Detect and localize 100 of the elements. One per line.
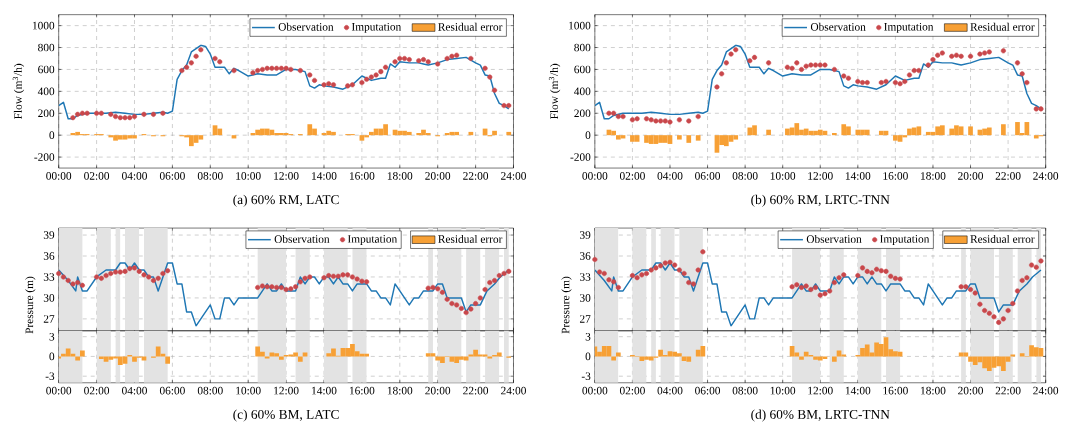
legend-label: Residual error xyxy=(970,234,1035,243)
x-tick-label: 20:00 xyxy=(425,172,451,180)
bar xyxy=(911,127,917,136)
bar xyxy=(378,128,384,136)
bar xyxy=(864,129,870,136)
bar xyxy=(1019,353,1025,357)
bar xyxy=(506,131,512,136)
x-tick-label: 04:00 xyxy=(122,172,147,180)
bar xyxy=(601,345,607,357)
bar xyxy=(425,132,431,136)
y-tick-label: 3 xyxy=(49,332,55,341)
bar xyxy=(695,349,701,357)
x-tick-label: 22:00 xyxy=(463,172,489,180)
bar xyxy=(630,135,635,142)
y-tick-label: 39 xyxy=(580,231,591,239)
y-tick-label: 600 xyxy=(574,65,591,74)
y-axis-title: Flow (m$^{3}$/h) xyxy=(548,63,561,119)
y-tick-label: 400 xyxy=(37,87,55,96)
bar xyxy=(468,131,474,136)
x-tick-label: 02:00 xyxy=(619,172,645,180)
x-tick-label: 14:00 xyxy=(312,386,337,395)
bar xyxy=(878,130,884,136)
x-tick-label: 16:00 xyxy=(883,172,908,180)
bar xyxy=(496,352,502,357)
y-tick-label: 33 xyxy=(43,273,55,281)
y-tick-label: -200 xyxy=(34,153,55,161)
bar xyxy=(65,348,71,357)
bar xyxy=(733,135,739,140)
bar xyxy=(75,131,81,136)
x-tick-label: 06:00 xyxy=(159,386,185,395)
bar xyxy=(686,135,692,143)
bar xyxy=(615,135,621,140)
bar xyxy=(662,135,668,143)
text: (d) 60% BM, LRTC-TNN xyxy=(751,409,890,422)
y-tick-label: 0 xyxy=(585,352,591,361)
bar xyxy=(949,128,955,136)
legend-label: Residual error xyxy=(970,22,1035,31)
y-axis-title: Flow (m$^{3}$/h) xyxy=(12,63,25,119)
x-tick-label: 20:00 xyxy=(958,386,983,395)
x-tick-label: 02:00 xyxy=(84,172,110,180)
x-tick-label: 18:00 xyxy=(921,386,946,395)
bar xyxy=(117,135,123,140)
bar xyxy=(369,131,374,136)
y-tick-label: 400 xyxy=(574,87,591,96)
legend-label: Imputation xyxy=(351,22,402,33)
x-tick-label: 12:00 xyxy=(274,172,299,180)
x-tick-label: 00:00 xyxy=(46,172,72,180)
bar xyxy=(345,347,351,357)
x-tick-label: 12:00 xyxy=(808,386,833,395)
bar xyxy=(963,352,969,357)
bar xyxy=(435,356,441,361)
x-tick-label: 22:00 xyxy=(995,172,1021,180)
x-tick-label: 10:00 xyxy=(770,172,796,180)
bar xyxy=(611,356,616,361)
bar xyxy=(297,356,303,362)
x-tick-label: 08:00 xyxy=(197,172,223,180)
y-tick-label: 36 xyxy=(580,252,591,260)
bar xyxy=(454,131,460,136)
x-tick-label: 08:00 xyxy=(197,386,223,395)
bar xyxy=(648,135,654,144)
bar xyxy=(766,129,771,136)
bar xyxy=(611,130,616,136)
y-tick-label: 27 xyxy=(579,315,591,323)
y-tick-label: 3 xyxy=(585,332,591,341)
x-tick-label: 18:00 xyxy=(387,172,413,180)
bar xyxy=(255,346,261,357)
bar xyxy=(686,356,692,362)
bar xyxy=(188,135,194,147)
bar xyxy=(723,135,729,147)
bar xyxy=(198,135,204,140)
bar xyxy=(416,132,422,136)
bar xyxy=(75,356,81,361)
legend-label: Imputation xyxy=(884,22,934,33)
x-tick-label: 04:00 xyxy=(657,386,683,395)
bar xyxy=(799,356,804,360)
bar xyxy=(803,128,809,136)
bar xyxy=(98,356,104,360)
bar xyxy=(264,128,270,136)
bar xyxy=(855,129,861,136)
x-tick-label: 02:00 xyxy=(619,386,645,395)
bar xyxy=(822,356,828,360)
x-tick-label: 10:00 xyxy=(770,386,796,395)
x-tick-label: 14:00 xyxy=(312,172,337,180)
x-tick-label: 18:00 xyxy=(387,386,413,395)
y-axis-title: Pressure (m) xyxy=(561,276,572,334)
bar xyxy=(406,131,412,136)
bar xyxy=(1001,124,1006,136)
legend-label: Imputation xyxy=(347,235,398,245)
bar xyxy=(747,127,753,136)
bar xyxy=(127,135,133,139)
x-tick-label: 04:00 xyxy=(122,386,147,395)
x-tick-label: 12:00 xyxy=(274,386,299,395)
y-tick-label: 27 xyxy=(43,315,55,323)
bar xyxy=(274,353,279,357)
x-tick-label: 00:00 xyxy=(582,386,608,395)
bar xyxy=(677,135,682,140)
bar xyxy=(326,353,332,357)
bar xyxy=(454,356,460,363)
x-tick-label: 16:00 xyxy=(349,172,375,180)
x-tick-label: 10:00 xyxy=(236,172,261,180)
